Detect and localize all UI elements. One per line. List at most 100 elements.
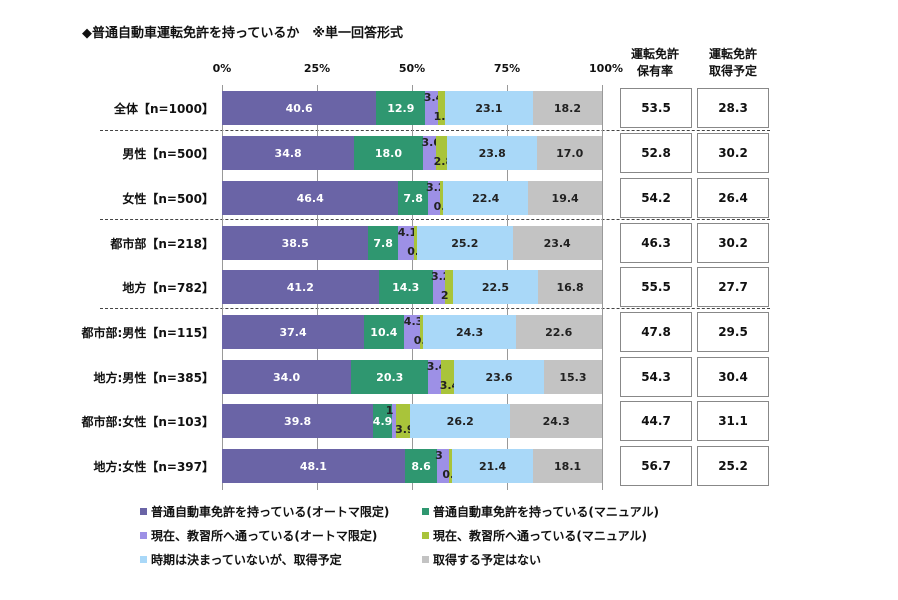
data-label: 18.0 <box>374 146 402 160</box>
bar-segment: 18.1 <box>533 449 602 483</box>
data-label: 26.2 <box>446 414 474 428</box>
legend-swatch <box>140 556 147 563</box>
bar-segment: 24.3 <box>510 404 603 438</box>
data-label: 2 <box>440 289 449 302</box>
bar-segment: 12.9 <box>376 91 426 125</box>
bar-segment: 8.6 <box>404 449 438 483</box>
table-header-holding-rate: 運転免許 保有率 <box>630 47 679 78</box>
data-label: 15.3 <box>559 370 587 384</box>
data-label: 23.1 <box>475 101 503 115</box>
table-cell-holding-rate: 55.5 <box>620 267 692 307</box>
bar-segment <box>441 360 455 394</box>
table-cell-holding-rate: 46.3 <box>620 223 692 263</box>
category-label: 地方【n=782】 <box>122 281 214 295</box>
bar-segment <box>438 91 446 125</box>
legend-item: 取得する予定はない <box>422 551 541 568</box>
table-cell-plan-rate: 30.4 <box>697 357 769 397</box>
bar-segment: 17.0 <box>537 136 602 170</box>
bar-segment <box>403 315 420 349</box>
data-label: 23.8 <box>478 146 506 160</box>
category-label: 都市部:男性【n=115】 <box>81 326 214 340</box>
data-label: 18.1 <box>554 459 582 473</box>
data-label: 18.2 <box>553 101 581 115</box>
bar-segment: 20.3 <box>351 360 429 394</box>
bar-segment: 38.5 <box>222 226 369 260</box>
legend-item: 普通自動車免許を持っている(オートマ限定) <box>140 503 389 520</box>
bar-segment <box>413 226 417 260</box>
data-label: 20.3 <box>376 370 404 384</box>
bar-segment: 23.1 <box>445 91 533 125</box>
table-cell-holding-rate: 44.7 <box>620 401 692 441</box>
bar-segment: 19.4 <box>528 181 602 215</box>
bar-segment: 4.9 <box>373 404 392 438</box>
table-cell-plan-rate: 30.2 <box>697 223 769 263</box>
bar-segment <box>436 136 447 170</box>
bar-segment <box>428 360 442 394</box>
legend-swatch <box>140 532 147 539</box>
data-label: 24.3 <box>455 325 484 339</box>
data-label: 19.4 <box>551 191 579 205</box>
bar-segment: 40.6 <box>222 91 377 125</box>
bar-segment <box>391 404 396 438</box>
bar-segment: 23.4 <box>512 226 602 260</box>
data-label: 4.9 <box>372 414 393 428</box>
bar-segment: 23.8 <box>446 136 538 170</box>
bar-segment <box>440 181 444 215</box>
table-cell-holding-rate: 54.3 <box>620 357 692 397</box>
gridline <box>602 85 603 490</box>
category-label: 男性【n=500】 <box>122 147 214 161</box>
bar-segment: 24.3 <box>423 315 516 349</box>
bar-segment: 14.3 <box>378 270 433 304</box>
data-label: 34.0 <box>273 370 301 384</box>
bar-segment <box>427 181 441 215</box>
data-label: 4.3 <box>403 315 424 328</box>
data-label: 8.6 <box>411 459 431 473</box>
legend-item: 現在、教習所へ通っている(オートマ限定) <box>140 527 377 544</box>
table-cell-holding-rate: 53.5 <box>620 88 692 128</box>
x-tick-label: 50% <box>398 62 426 75</box>
bar-segment: 7.8 <box>398 181 428 215</box>
bar-segment <box>397 226 414 260</box>
data-label: 41.2 <box>286 280 314 294</box>
data-label: 1 <box>385 404 394 417</box>
bar-segment <box>425 91 439 125</box>
bar-segment: 7.8 <box>368 226 398 260</box>
data-label: 24.3 <box>542 414 570 428</box>
data-label: 46.4 <box>296 191 324 205</box>
data-label: 22.4 <box>472 191 500 205</box>
data-label: 37.4 <box>279 325 307 339</box>
bar-segment: 25.2 <box>416 226 513 260</box>
data-label: 23.6 <box>485 370 513 384</box>
data-label: 34.8 <box>274 146 302 160</box>
bar-segment <box>395 404 411 438</box>
legend-swatch <box>422 556 429 563</box>
legend-swatch <box>422 508 429 515</box>
bar-segment: 22.6 <box>515 315 602 349</box>
category-label: 都市部【n=218】 <box>110 237 214 251</box>
legend-label: 現在、教習所へ通っている(オートマ限定) <box>151 529 378 543</box>
data-label: 39.8 <box>284 414 312 428</box>
category-label: 都市部:女性【n=103】 <box>81 415 214 429</box>
bar-segment: 37.4 <box>222 315 365 349</box>
bar-segment: 34.8 <box>222 136 355 170</box>
legend-swatch <box>140 508 147 515</box>
divider <box>100 130 770 131</box>
legend-label: 取得する予定はない <box>433 553 542 567</box>
bar-segment: 16.8 <box>538 270 602 304</box>
table-cell-plan-rate: 29.5 <box>697 312 769 352</box>
bar-segment: 48.1 <box>222 449 405 483</box>
legend-label: 現在、教習所へ通っている(マニュアル) <box>433 529 648 543</box>
bar-segment <box>432 270 446 304</box>
divider <box>100 219 770 220</box>
table-cell-plan-rate: 27.7 <box>697 267 769 307</box>
bar-segment: 18.0 <box>354 136 423 170</box>
data-label: 16.8 <box>556 280 584 294</box>
bar-segment <box>448 449 452 483</box>
table-cell-holding-rate: 52.8 <box>620 133 692 173</box>
bar-segment <box>419 315 424 349</box>
bar-segment: 22.4 <box>443 181 529 215</box>
category-label: 地方:男性【n=385】 <box>93 371 214 385</box>
bar-segment <box>422 136 437 170</box>
x-tick-label: 75% <box>493 62 521 75</box>
